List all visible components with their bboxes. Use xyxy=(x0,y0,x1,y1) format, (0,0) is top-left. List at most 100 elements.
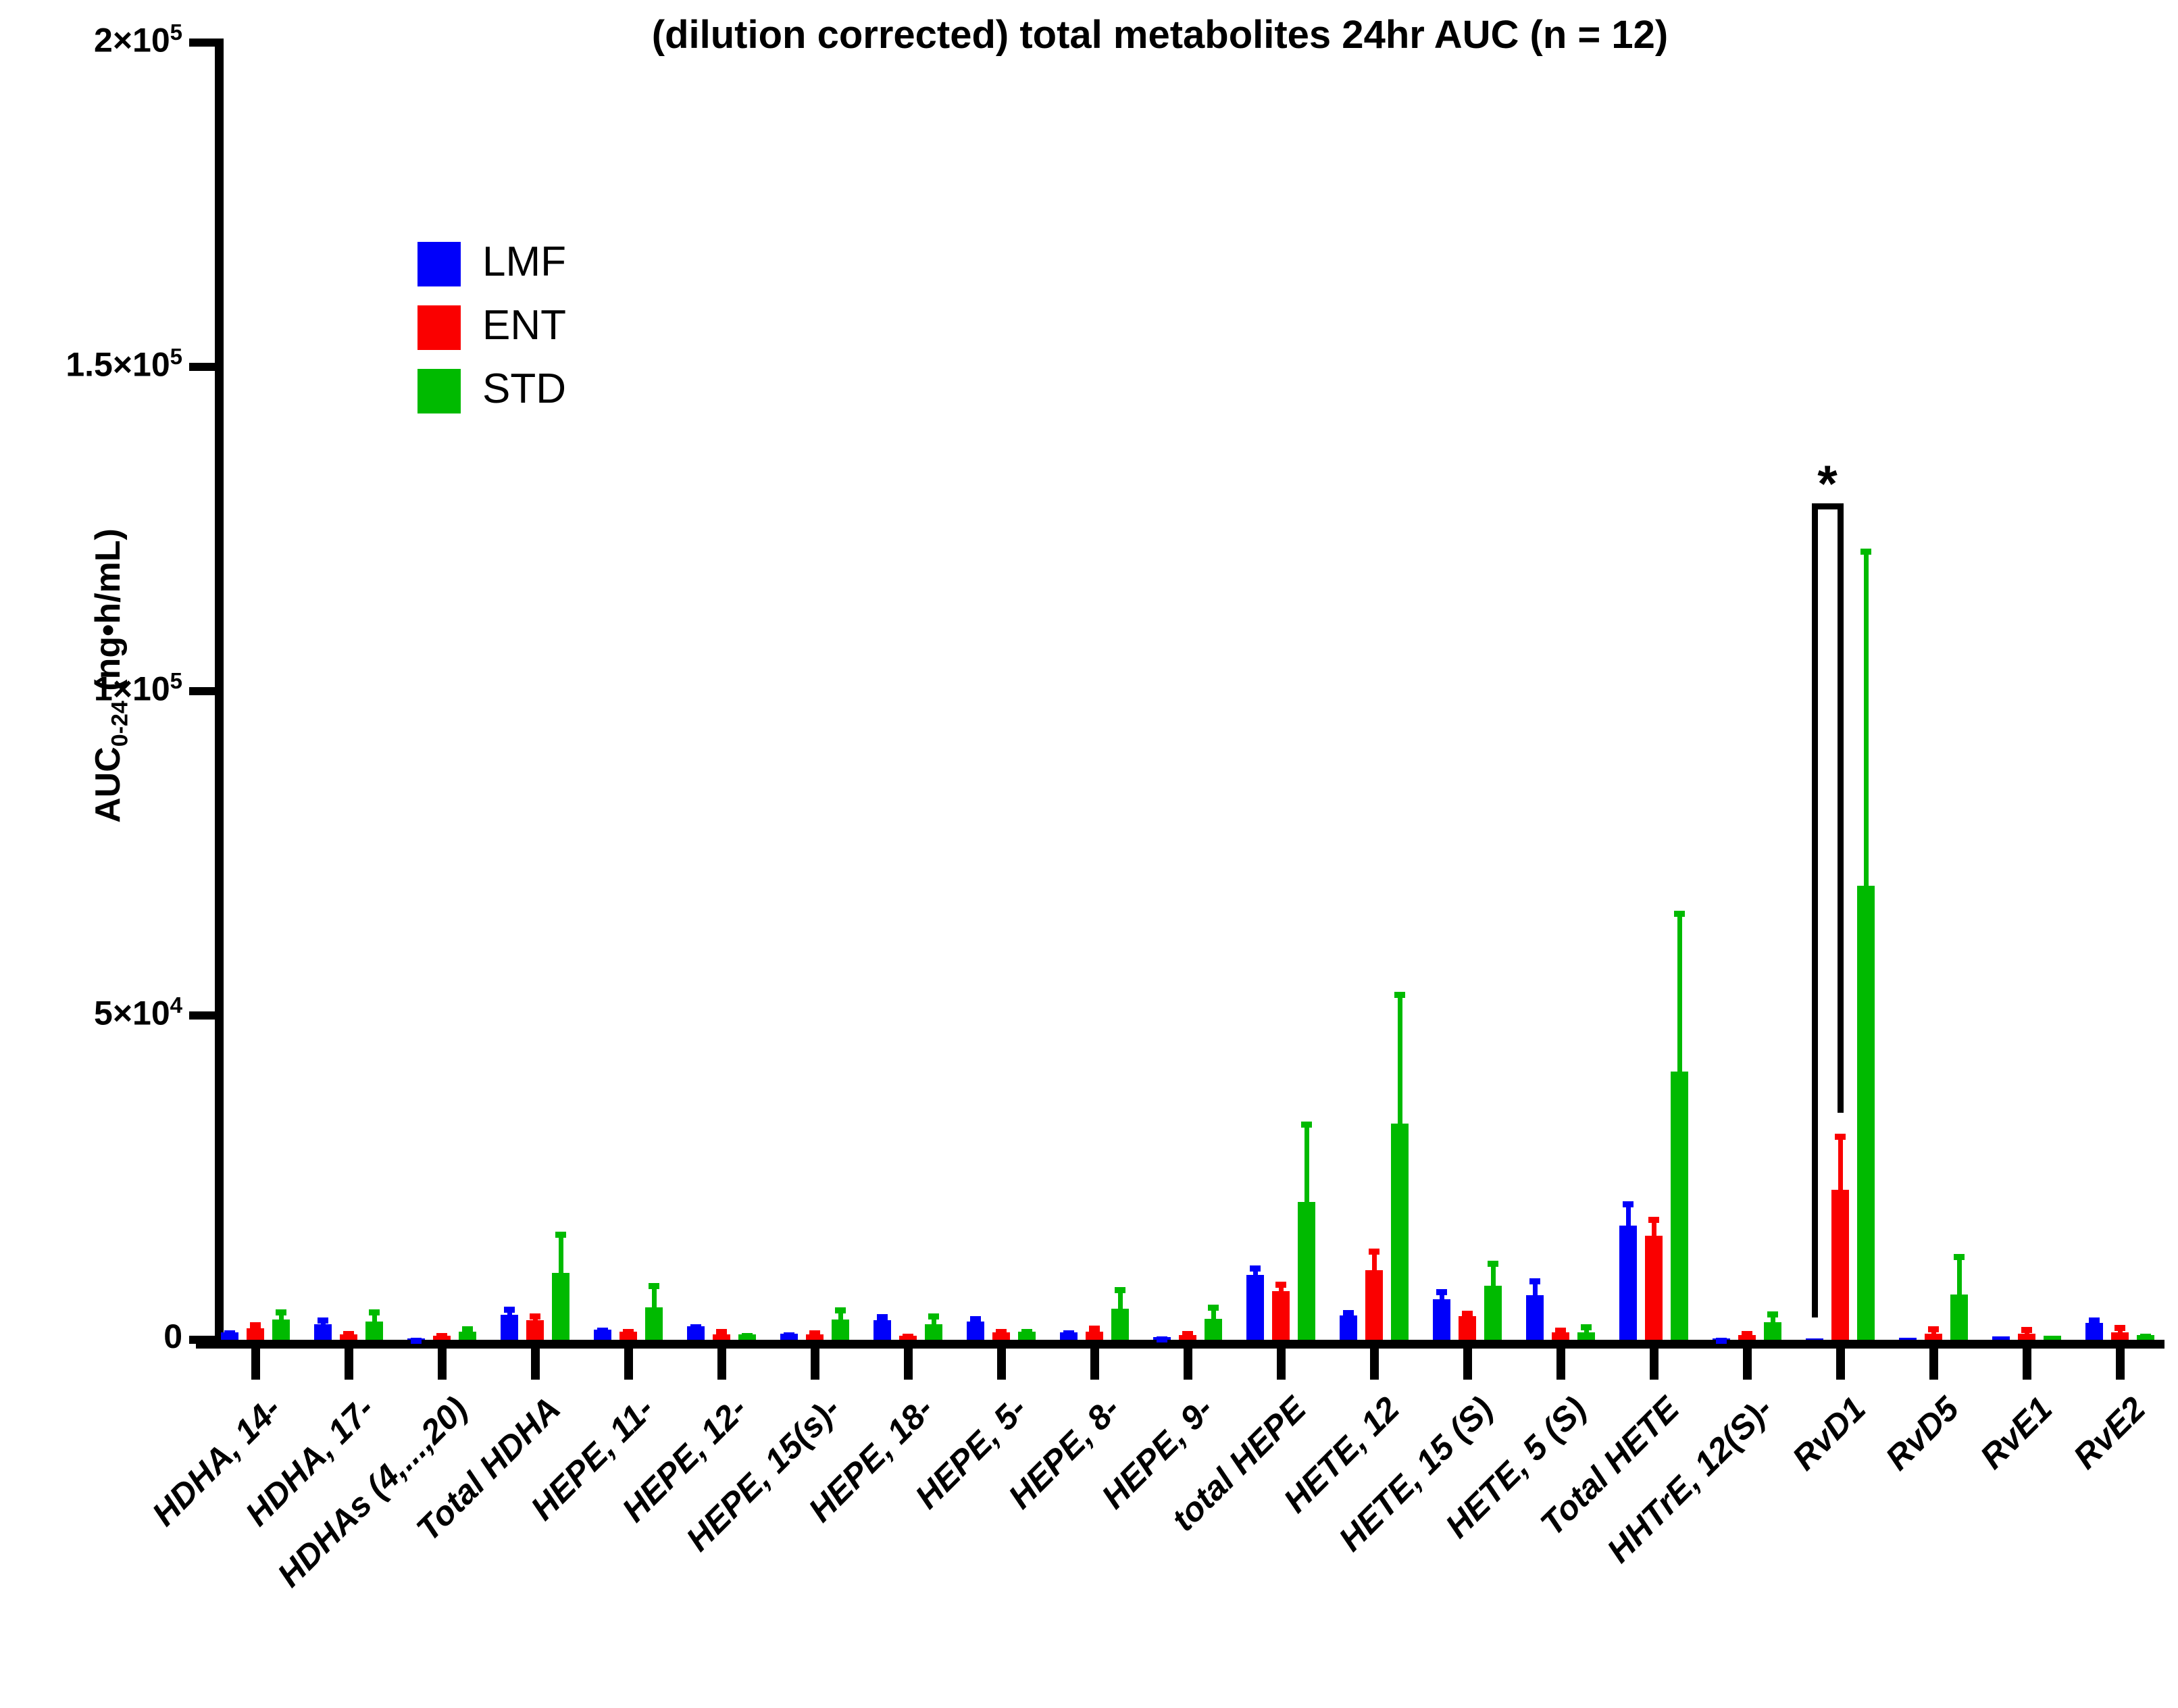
error-cap-std-12 xyxy=(1394,992,1405,998)
error-cap-std-2 xyxy=(462,1326,473,1332)
bar-lmf-15 xyxy=(1619,1226,1637,1340)
y-tick-2 xyxy=(189,687,215,695)
x-label-19: RvE1 xyxy=(1973,1389,2060,1476)
x-tick-17 xyxy=(1836,1349,1845,1380)
y-tick-label-exponent: 4 xyxy=(170,993,182,1018)
y-tick-4 xyxy=(189,39,215,47)
error-cap-ent-16 xyxy=(1742,1331,1752,1337)
y-tick-label-base: 0 xyxy=(163,1317,182,1355)
legend-swatch-ent xyxy=(417,305,461,350)
x-tick-12 xyxy=(1370,1349,1379,1380)
error-cap-std-3 xyxy=(555,1232,566,1238)
bar-std-9 xyxy=(1111,1309,1129,1340)
error-bar-std-10 xyxy=(1211,1305,1216,1319)
error-cap-std-11 xyxy=(1301,1122,1312,1128)
legend-swatch-lmf xyxy=(417,242,461,286)
error-cap-ent-14 xyxy=(1555,1328,1566,1334)
bar-std-18 xyxy=(1950,1295,1968,1340)
error-bar-std-6 xyxy=(838,1307,843,1320)
error-cap-lmf-14 xyxy=(1529,1278,1540,1284)
bar-std-0 xyxy=(272,1320,290,1340)
error-cap-ent-7 xyxy=(903,1334,913,1340)
error-cap-ent-3 xyxy=(530,1313,540,1320)
error-cap-std-0 xyxy=(276,1309,286,1315)
legend-swatch-std xyxy=(417,369,461,413)
bar-std-12 xyxy=(1391,1124,1409,1340)
y-tick-label-base: 1.5×10 xyxy=(66,345,170,384)
error-cap-std-16 xyxy=(1767,1311,1778,1317)
bar-lmf-3 xyxy=(501,1315,518,1340)
bar-ent-18 xyxy=(1925,1334,1942,1340)
significance-bracket-top xyxy=(1812,503,1844,509)
x-tick-1 xyxy=(345,1349,353,1380)
error-bar-ent-12 xyxy=(1371,1249,1377,1270)
bar-lmf-7 xyxy=(873,1320,891,1340)
bar-ent-11 xyxy=(1272,1291,1290,1340)
bar-lmf-13 xyxy=(1433,1299,1450,1340)
error-cap-std-20 xyxy=(2140,1334,2151,1340)
bar-lmf-1 xyxy=(314,1324,332,1340)
error-cap-ent-11 xyxy=(1275,1282,1286,1288)
x-tick-6 xyxy=(811,1349,819,1380)
bar-lmf-20 xyxy=(2085,1323,2103,1340)
y-tick-label-3: 1.5×105 xyxy=(0,344,182,384)
bar-std-6 xyxy=(832,1320,849,1340)
bar-lmf-8 xyxy=(967,1322,984,1340)
error-cap-lmf-2 xyxy=(411,1338,422,1344)
bar-ent-13 xyxy=(1459,1316,1476,1340)
bar-ent-8 xyxy=(992,1332,1010,1340)
bar-ent-6 xyxy=(806,1334,824,1340)
bar-ent-20 xyxy=(2111,1332,2129,1340)
bar-std-7 xyxy=(925,1324,942,1340)
x-tick-14 xyxy=(1556,1349,1565,1380)
error-cap-ent-19 xyxy=(2021,1327,2032,1333)
bar-std-15 xyxy=(1671,1072,1688,1340)
error-cap-ent-15 xyxy=(1648,1217,1659,1223)
error-cap-std-13 xyxy=(1488,1261,1498,1267)
y-tick-label-2: 1×105 xyxy=(0,668,182,709)
bar-std-13 xyxy=(1484,1286,1502,1340)
chart-title: (dilution corrected) total metabolites 2… xyxy=(651,13,1669,57)
error-cap-std-17 xyxy=(1860,549,1871,555)
error-cap-std-8 xyxy=(1021,1329,1032,1335)
error-cap-std-14 xyxy=(1581,1324,1592,1330)
legend-label-ent: ENT xyxy=(482,302,566,349)
error-cap-ent-18 xyxy=(1928,1326,1939,1332)
bar-ent-9 xyxy=(1086,1332,1103,1340)
error-cap-ent-9 xyxy=(1089,1326,1100,1332)
error-cap-ent-17 xyxy=(1835,1134,1846,1140)
bar-std-17 xyxy=(1857,886,1875,1340)
bar-std-1 xyxy=(365,1322,383,1340)
error-bar-std-9 xyxy=(1117,1287,1123,1309)
error-cap-lmf-5 xyxy=(690,1324,701,1330)
x-tick-8 xyxy=(997,1349,1006,1380)
bar-ent-0 xyxy=(247,1328,264,1340)
bar-ent-5 xyxy=(713,1334,730,1340)
error-cap-ent-4 xyxy=(623,1329,634,1335)
error-cap-std-7 xyxy=(928,1313,939,1320)
bar-std-2 xyxy=(459,1332,476,1340)
error-bar-lmf-15 xyxy=(1625,1201,1631,1226)
x-label-17: RvD1 xyxy=(1785,1389,1873,1478)
x-tick-20 xyxy=(2116,1349,2125,1380)
error-cap-lmf-13 xyxy=(1436,1289,1447,1295)
error-cap-ent-13 xyxy=(1462,1311,1473,1317)
error-cap-std-6 xyxy=(835,1307,846,1313)
legend-label-lmf: LMF xyxy=(482,238,566,285)
y-tick-0 xyxy=(189,1336,215,1344)
error-cap-ent-1 xyxy=(343,1331,354,1337)
error-cap-ent-2 xyxy=(436,1333,447,1339)
x-label-20: RvE2 xyxy=(2066,1389,2153,1476)
error-cap-std-18 xyxy=(1954,1254,1965,1260)
x-axis-line xyxy=(196,1340,2164,1349)
bar-std-11 xyxy=(1298,1202,1315,1340)
x-tick-0 xyxy=(251,1349,260,1380)
error-cap-lmf-8 xyxy=(970,1316,981,1322)
significance-asterisk: * xyxy=(1817,455,1838,513)
error-bar-ent-15 xyxy=(1651,1217,1656,1236)
error-cap-ent-6 xyxy=(809,1330,820,1336)
y-axis-title-main: AUC xyxy=(88,747,128,823)
error-cap-ent-20 xyxy=(2114,1325,2125,1331)
y-tick-label-base: 1×10 xyxy=(94,670,170,708)
